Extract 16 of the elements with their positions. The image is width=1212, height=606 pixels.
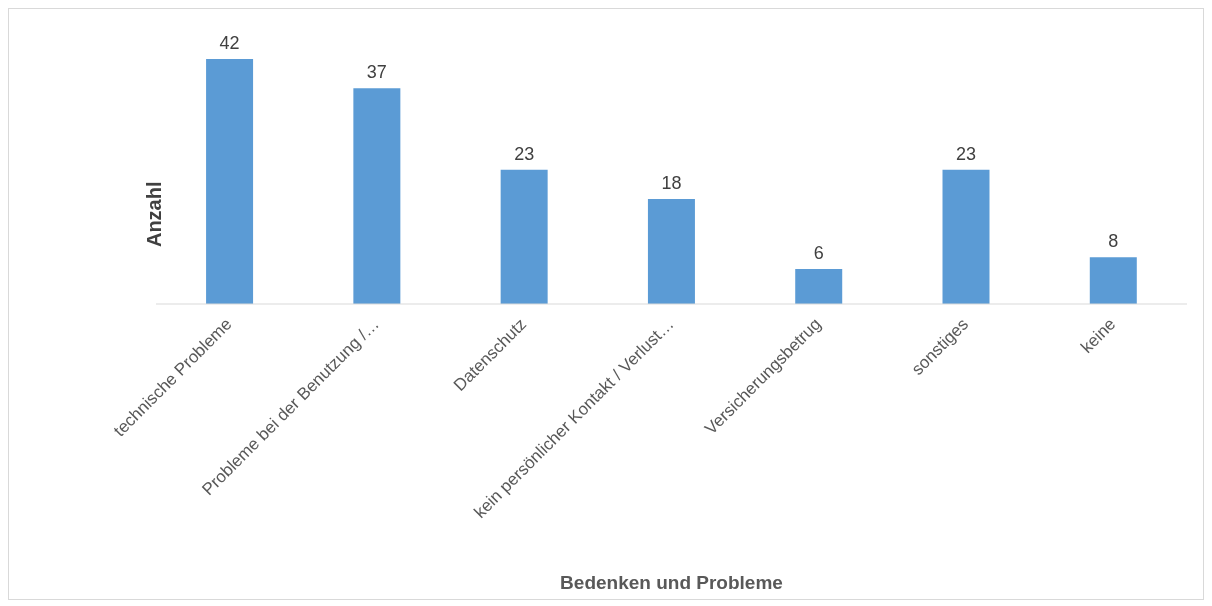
data-label: 37 [366, 62, 387, 83]
data-label: 8 [1108, 231, 1119, 252]
bar [206, 59, 254, 304]
data-label: 6 [813, 243, 824, 263]
data-label: 42 [219, 33, 240, 53]
bar [647, 199, 695, 304]
data-label: 18 [661, 173, 682, 193]
data-label: 23 [955, 143, 977, 164]
x-axis-title: Bedenken und Probleme [560, 572, 783, 593]
bar [500, 169, 548, 304]
bar [942, 169, 990, 304]
bar [1089, 257, 1137, 304]
bar [353, 88, 401, 304]
data-label: 23 [514, 143, 535, 164]
bar [795, 269, 843, 304]
y-axis-title: Anzahl [143, 181, 166, 248]
